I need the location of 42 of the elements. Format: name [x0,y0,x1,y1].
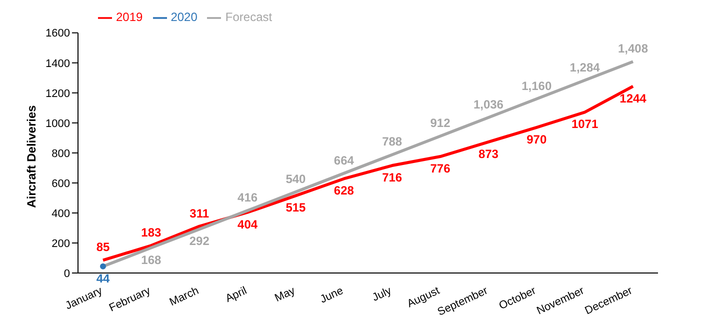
x-tick-label: July [370,284,394,304]
legend-label: 2019 [116,10,143,24]
y-tick-label: 1400 [46,58,70,70]
data-label: 292 [189,234,210,248]
data-label: 44 [96,271,110,286]
data-label: 716 [382,170,402,185]
y-tick-label: 800 [52,148,70,160]
data-label: 515 [286,200,306,215]
data-label: 416 [238,190,258,205]
y-axis-title: Aircraft Deliveries [24,104,38,208]
data-label: 970 [526,132,547,146]
data-label: 168 [141,252,162,267]
x-tick-label: May [273,284,298,304]
y-tick-label: 1200 [46,88,70,100]
data-label: 1,284 [570,60,600,74]
data-label: 311 [190,206,210,220]
data-label: 776 [430,162,451,176]
y-tick-label: 1000 [46,118,70,130]
y-tick-label: 0 [64,268,70,280]
data-label: 183 [141,226,162,240]
y-tick-label: 600 [52,178,70,190]
x-tick-label: March [168,284,201,309]
legend-label: 2020 [170,10,198,24]
data-label: 912 [430,116,451,130]
data-label: 1244 [620,91,647,106]
legend-label: Forecast [225,10,272,24]
data-label: 540 [286,172,306,186]
y-tick-label: 400 [52,208,70,220]
data-label: 1,160 [522,78,552,93]
y-tick-label: 1600 [46,28,70,40]
data-label: 788 [382,134,402,149]
data-label: 628 [334,184,354,198]
x-tick-label: June [318,284,346,306]
data-label: 1,408 [618,42,648,56]
x-tick-label: April [224,284,249,306]
data-label: 873 [478,146,499,161]
data-label: 404 [238,217,258,232]
data-label: 1,036 [473,97,504,112]
data-label: 664 [334,153,354,168]
data-label: 85 [96,240,110,254]
data-label: 1071 [571,117,598,132]
y-tick-label: 200 [52,238,70,250]
